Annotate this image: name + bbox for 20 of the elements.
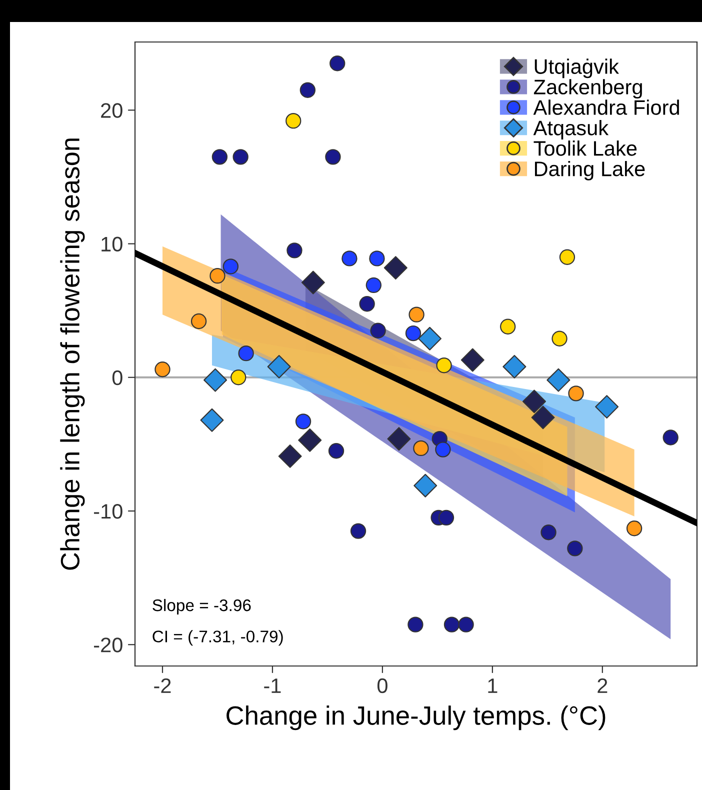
legend-label: Zackenberg (534, 79, 642, 99)
x-tick-label: 1 (488, 678, 498, 693)
y-tick-label: 10 (102, 236, 122, 252)
y-tick-label: -10 (94, 504, 122, 519)
x-tick-label: -2 (154, 678, 171, 693)
y-tick-label: 20 (101, 103, 122, 118)
legend-label: Daring Lake (534, 160, 645, 180)
legend-label: Toolik Lake (534, 140, 637, 156)
y-tick-label: 0 (112, 370, 122, 386)
x-tick-label: 2 (598, 678, 608, 693)
y-axis-title: Change in length of flowering season (60, 138, 85, 570)
annotation: Slope = -3.96 (152, 598, 251, 614)
x-tick-label: 0 (377, 678, 388, 694)
legend-label: Utqiaġvik (534, 58, 619, 78)
annotation: CI = (-7.31, -0.79) (152, 630, 283, 646)
x-axis-title: Change in June-July temps. (°C) (226, 706, 606, 730)
y-tick-label: -20 (94, 638, 122, 652)
x-tick-label: -1 (264, 678, 281, 693)
legend-label: Atqasuk (533, 120, 609, 140)
legend-label: Alexandra Fiord (533, 100, 679, 115)
